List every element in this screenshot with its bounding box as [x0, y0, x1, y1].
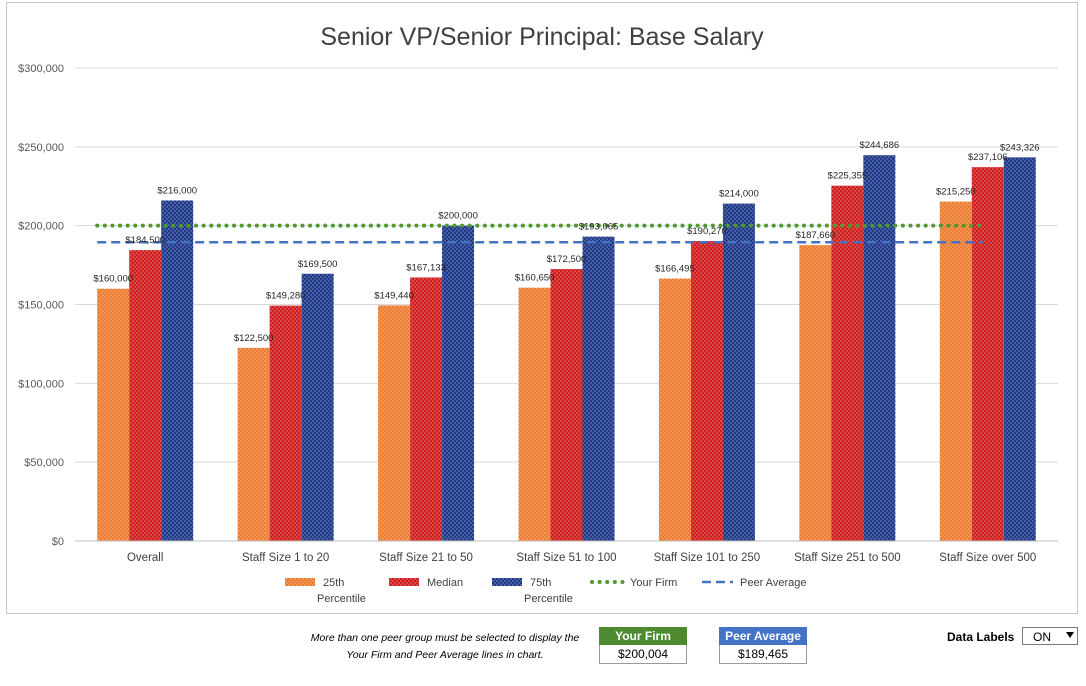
data-label: $187,660: [796, 230, 836, 241]
x-axis: Overall Staff Size 1 to 20 Staff Size 21 t…: [75, 540, 1058, 564]
x-tick-label: Staff Size 101 to 250: [654, 552, 761, 564]
bar: [799, 245, 832, 541]
data-label: $166,495: [655, 263, 695, 274]
bar: [658, 278, 691, 541]
legend-label: Peer Average: [740, 577, 806, 589]
data-label: $172,500: [547, 254, 587, 265]
data-label: $122,500: [234, 333, 274, 344]
y-tick-label: $300,000: [18, 63, 64, 75]
y-tick-label: $150,000: [18, 300, 64, 312]
data-label: $149,280: [266, 291, 306, 302]
legend: 25th Percentile Median 75th Percentile Your F…: [285, 577, 806, 605]
bar: [378, 305, 411, 541]
bar: [269, 305, 302, 541]
data-label: $149,440: [374, 290, 414, 301]
peer-average-header: Peer Average: [719, 627, 807, 645]
bar: [97, 288, 130, 541]
bar: [129, 250, 162, 542]
peer-note: More than one peer group must be selecte…: [310, 632, 580, 661]
bar: [301, 273, 334, 541]
bar: [410, 277, 443, 541]
bar: [831, 185, 864, 541]
reference-lines: [95, 223, 986, 244]
x-tick-label: Staff Size 1 to 20: [242, 552, 329, 564]
legend-swatch: [389, 578, 419, 586]
y-tick-label: $50,000: [24, 457, 64, 469]
data-label: $225,355: [828, 171, 868, 182]
legend-label: 25th: [323, 577, 344, 589]
data-label: $216,000: [157, 185, 197, 196]
data-label: $169,500: [298, 259, 338, 270]
bar: [442, 225, 475, 541]
bar: [690, 241, 723, 541]
bar: [550, 269, 583, 541]
data-labels-select[interactable]: ON: [1022, 627, 1078, 645]
peer-average-value: $189,465: [719, 645, 807, 664]
x-tick-label: Staff Size 251 to 500: [794, 552, 901, 564]
legend-label: 75th: [530, 577, 551, 589]
data-label: $167,133: [406, 262, 446, 273]
y-tick-label: $0: [52, 536, 64, 548]
data-label: $190,270: [687, 226, 727, 237]
data-label: $193,065: [579, 222, 619, 233]
legend-swatch: [285, 578, 315, 586]
x-tick-label: Staff Size over 500: [939, 552, 1036, 564]
y-tick-label: $200,000: [18, 221, 64, 233]
data-label: $244,686: [860, 140, 900, 151]
y-tick-label: $250,000: [18, 142, 64, 154]
data-labels-label: Data Labels: [947, 630, 1015, 644]
data-label: $237,106: [968, 152, 1008, 163]
bar: [939, 201, 972, 541]
bars: [97, 155, 1036, 542]
data-labels: $160,000 $184,500 $216,000 $122,500 $149,280…: [93, 140, 1039, 344]
data-label: $243,326: [1000, 142, 1040, 153]
data-labels-value: ON: [1033, 630, 1051, 644]
chevron-down-icon: [1066, 632, 1074, 638]
legend-label: Percentile: [524, 593, 573, 605]
data-label: $184,500: [125, 235, 165, 246]
legend-label: Percentile: [317, 593, 366, 605]
bar: [863, 155, 896, 542]
y-tick-label: $100,000: [18, 378, 64, 390]
bar: [161, 200, 194, 541]
x-tick-label: Staff Size 21 to 50: [379, 552, 473, 564]
your-firm-box: Your Firm $200,004: [599, 627, 687, 664]
x-tick-label: Overall: [127, 552, 163, 564]
bar: [722, 203, 755, 542]
data-label: $215,250: [936, 187, 976, 198]
your-firm-value: $200,004: [599, 645, 687, 664]
chart-title: Senior VP/Senior Principal: Base Salary: [320, 23, 764, 51]
bar: [1003, 157, 1036, 541]
legend-label: Your Firm: [630, 577, 677, 589]
data-label: $160,650: [515, 273, 555, 284]
bar: [237, 347, 270, 541]
legend-label: Median: [427, 577, 463, 589]
peer-average-box: Peer Average $189,465: [719, 627, 807, 664]
bar: [582, 236, 615, 542]
data-label: $200,000: [438, 211, 478, 222]
data-label: $214,000: [719, 189, 759, 200]
data-label: $160,000: [93, 274, 133, 285]
y-axis: $0 $50,000 $100,000 $150,000 $200,000 $250,00…: [18, 63, 64, 548]
salary-chart: Senior VP/Senior Principal: Base Salary …: [18, 23, 1058, 605]
bar: [971, 167, 1004, 541]
x-tick-label: Staff Size 51 to 100: [516, 552, 616, 564]
bar: [518, 287, 551, 541]
legend-swatch: [492, 578, 522, 586]
your-firm-header: Your Firm: [599, 627, 687, 645]
